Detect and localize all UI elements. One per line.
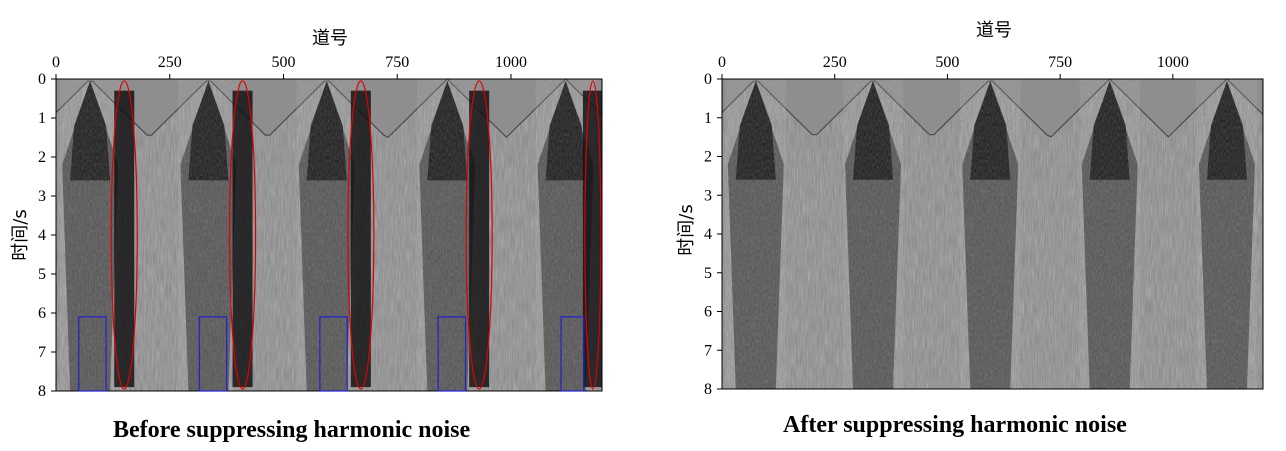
panel-before: 道号 时间/s 0 250 500 750 1000 0 1 2 3 4 5 6 7 8 Before s… [0,0,640,451]
x-tick-label: 1000 [495,54,527,71]
y-tick-label: 6 [704,304,712,321]
y-tick-label: 5 [704,265,712,282]
shot-gather [417,79,478,391]
x-tick-label: 0 [52,54,60,71]
x-tick-label: 750 [1048,54,1072,71]
plot-area [56,79,602,391]
noise-box [78,316,107,392]
shot-gather [960,79,1021,389]
y-tick-label: 7 [38,344,46,361]
x-axis-title: 道号 [976,20,1012,41]
x-tick-label: 500 [935,54,959,71]
y-axis-title: 时间/s [676,204,697,255]
plot-area [722,79,1263,389]
x-tick-label: 750 [385,54,409,71]
caption-after: After suppressing harmonic noise [783,412,1127,438]
axis-ticks: 0 250 500 750 1000 0 1 2 3 4 5 6 7 8 [704,54,1189,398]
harmonic-noise-stripe [469,90,490,388]
noise-ellipse [110,80,138,390]
shot-gather [1079,79,1140,389]
y-tick-label: 2 [38,149,46,166]
y-tick-label: 6 [38,305,46,322]
x-axis-title: 道号 [312,28,348,49]
harmonic-noise-stripe [582,90,602,388]
axis-ticks: 0 250 500 750 1000 0 1 2 3 4 5 6 7 8 [38,54,527,400]
harmonic-noise-stripe [232,90,253,388]
y-tick-label: 2 [704,149,712,166]
x-tick-label: 1000 [1157,54,1189,71]
seismic-section-before: 道号 时间/s 0 250 500 750 1000 0 1 2 3 4 5 6 7 8 [10,28,603,400]
y-tick-label: 7 [704,342,712,359]
y-tick-label: 4 [38,227,46,244]
shot-gather [60,79,121,391]
x-tick-label: 0 [718,54,726,71]
shot-gather [178,79,239,391]
shot-gather [725,79,786,389]
noise-box [319,316,348,392]
y-tick-label: 8 [704,381,712,398]
y-tick-label: 1 [704,110,712,127]
x-tick-label: 250 [823,54,847,71]
shot-gather [1196,79,1257,389]
seismic-section-after: 道号 时间/s 0 250 500 750 1000 0 1 2 3 4 5 6 7 8 [676,20,1264,398]
noise-annotations [78,80,602,392]
harmonic-noise-stripe [350,90,371,388]
noise-ellipse [228,80,257,390]
noise-ellipse [465,80,493,390]
shot-gather [843,79,904,389]
y-tick-label: 8 [38,383,46,400]
y-tick-label: 5 [38,266,46,283]
y-tick-label: 3 [38,188,46,205]
noise-ellipse [347,80,375,390]
panel-after: 道号 时间/s 0 250 500 750 1000 0 1 2 3 4 5 6 7 8 After su… [640,0,1286,451]
x-tick-label: 250 [158,54,182,71]
y-tick-label: 1 [38,110,46,127]
caption-before: Before suppressing harmonic noise [113,417,471,443]
harmonic-noise-stripe [114,90,135,388]
y-tick-label: 3 [704,187,712,204]
y-axis-title: 时间/s [10,209,31,260]
noise-box [198,316,228,392]
noise-box [437,316,467,392]
x-tick-label: 500 [272,54,296,71]
y-tick-label: 4 [704,226,712,243]
y-tick-label: 0 [704,71,712,88]
noise-ellipse [584,80,602,390]
y-tick-label: 0 [38,71,46,88]
noise-box [560,316,585,392]
